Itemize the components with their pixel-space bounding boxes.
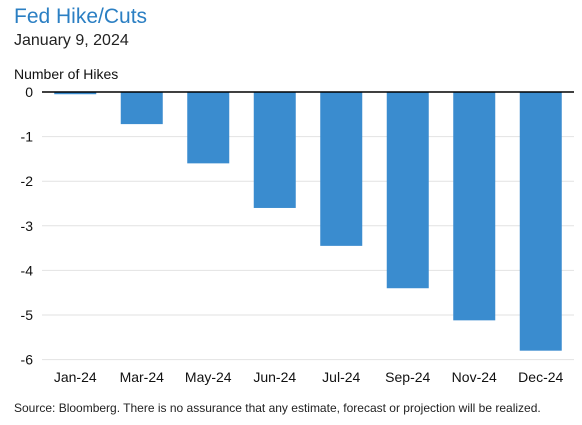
y-tick-label: -4 (21, 262, 34, 278)
source-note: Source: Bloomberg. There is no assurance… (14, 401, 541, 415)
bar (120, 92, 163, 125)
y-axis-label: Number of Hikes (14, 66, 119, 82)
y-tick-label: -1 (21, 129, 34, 145)
x-tick-label: Jan-24 (54, 369, 97, 385)
x-tick-label: Dec-24 (518, 369, 563, 385)
x-tick-label: Sep-24 (385, 369, 430, 385)
x-tick-labels: Jan-24 Mar-24 May-24 Jun-24 Jul-24 Sep-24 Nov-… (54, 369, 564, 385)
bar (519, 92, 562, 351)
y-tick-label: 0 (25, 84, 33, 100)
x-tick-label: May-24 (185, 369, 232, 385)
bar (320, 92, 363, 246)
bar (453, 92, 496, 321)
y-tick-label: -3 (21, 218, 34, 234)
bar (187, 92, 230, 164)
x-tick-label: Jul-24 (322, 369, 360, 385)
bar (54, 92, 97, 95)
y-tick-label: -2 (21, 173, 34, 189)
bars (54, 92, 562, 351)
bar (253, 92, 296, 208)
chart-subtitle: January 9, 2024 (14, 32, 129, 49)
x-tick-label: Jun-24 (253, 369, 296, 385)
x-tick-label: Nov-24 (452, 369, 497, 385)
bar (386, 92, 429, 289)
x-tick-label: Mar-24 (120, 369, 165, 385)
y-tick-labels: 0 -1 -2 -3 -4 -5 -6 (21, 84, 34, 368)
y-tick-label: -6 (21, 352, 34, 368)
chart-title: Fed Hike/Cuts (14, 5, 148, 28)
y-tick-label: -5 (21, 307, 34, 323)
